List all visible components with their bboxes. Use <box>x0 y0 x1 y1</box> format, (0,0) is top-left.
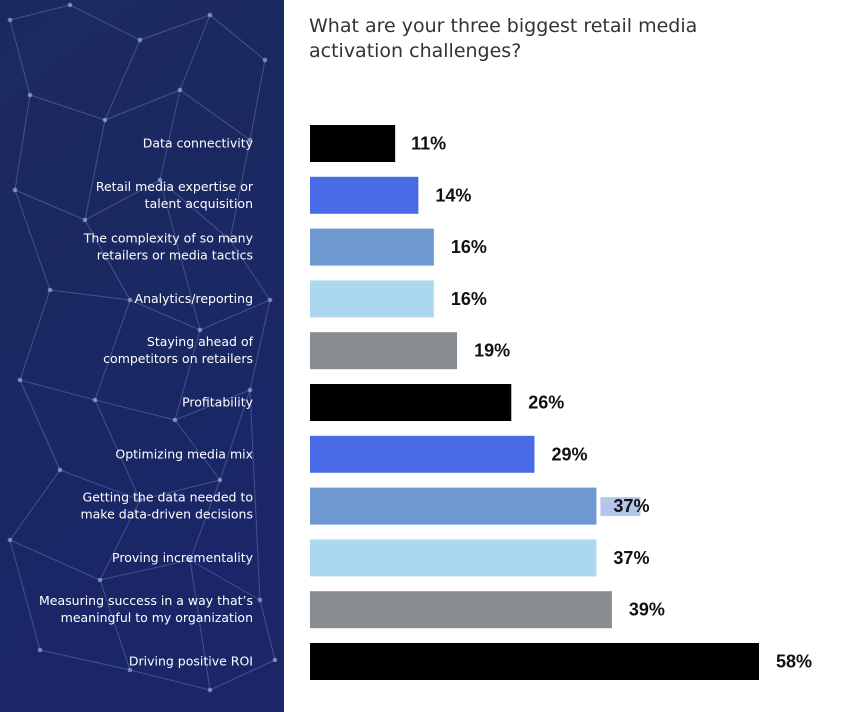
value-label-1: 14% <box>435 185 471 205</box>
bar-1 <box>310 176 419 214</box>
value-label-9: 39% <box>629 600 665 620</box>
value-label-10: 58% <box>776 652 812 672</box>
category-label-7: Getting the data needed to make data-driv… <box>80 490 253 522</box>
bar-9 <box>310 591 612 629</box>
value-label-7: 37% <box>613 496 649 516</box>
category-label-0: Data connectivity <box>143 136 254 151</box>
bar-3 <box>310 280 434 318</box>
bar-0 <box>310 125 396 162</box>
bar-6 <box>310 435 535 473</box>
background-network-panel <box>0 0 284 712</box>
bar-7 <box>310 487 597 525</box>
bar-5 <box>310 384 512 421</box>
value-highlight-7 <box>600 497 641 517</box>
bar-4 <box>310 332 458 370</box>
value-label-3: 16% <box>451 289 487 309</box>
value-label-0: 11% <box>411 134 446 154</box>
category-label-10: Driving positive ROI <box>129 654 253 669</box>
chart-title: What are your three biggest retail media… <box>309 15 698 62</box>
category-label-4: Staying ahead of competitors on retailers <box>103 334 253 366</box>
category-label-6: Optimizing media mix <box>115 446 253 461</box>
value-label-5: 26% <box>528 393 564 413</box>
category-label-2: The complexity of so many retailers or me… <box>83 231 254 263</box>
bar-2 <box>310 228 434 266</box>
bar-8 <box>310 539 597 577</box>
value-label-2: 16% <box>451 237 487 257</box>
category-label-8: Proving incrementality <box>112 550 254 565</box>
category-label-9: Measuring success in a way that’s meaning… <box>39 593 253 625</box>
value-label-6: 29% <box>552 444 588 464</box>
category-label-5: Profitability <box>182 395 254 410</box>
category-label-3: Analytics/reporting <box>135 291 253 306</box>
value-label-8: 37% <box>613 548 649 568</box>
category-label-1: Retail media expertise or talent acquisit… <box>96 179 254 211</box>
value-label-4: 19% <box>474 341 510 361</box>
bar-10 <box>310 643 759 680</box>
